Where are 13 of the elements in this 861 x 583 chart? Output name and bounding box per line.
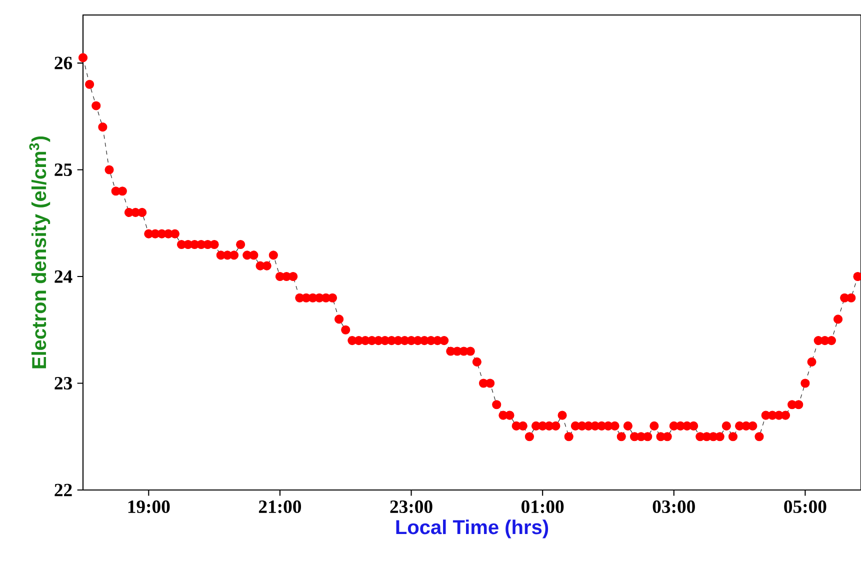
x-tick-label: 19:00 xyxy=(128,500,170,514)
y-axis-title: Electron density (el/cm$^{3}$) xyxy=(29,136,50,368)
y-tick-label: 23 xyxy=(54,376,72,390)
x-tick-label: 21:00 xyxy=(258,500,302,514)
x-tick-label: 01:00 xyxy=(522,500,564,514)
y-tick-label: 25 xyxy=(54,164,72,176)
x-tick-label: 23:00 xyxy=(390,500,432,514)
y-tick-label: 26 xyxy=(54,56,72,70)
x-tick-label: 03:00 xyxy=(652,500,695,514)
y-tick-label: 22 xyxy=(54,484,72,496)
x-axis-title: Local Time (hrs) xyxy=(396,520,548,538)
y-tick-label: 24 xyxy=(54,270,72,283)
x-tick-label: 05:00 xyxy=(784,500,826,514)
